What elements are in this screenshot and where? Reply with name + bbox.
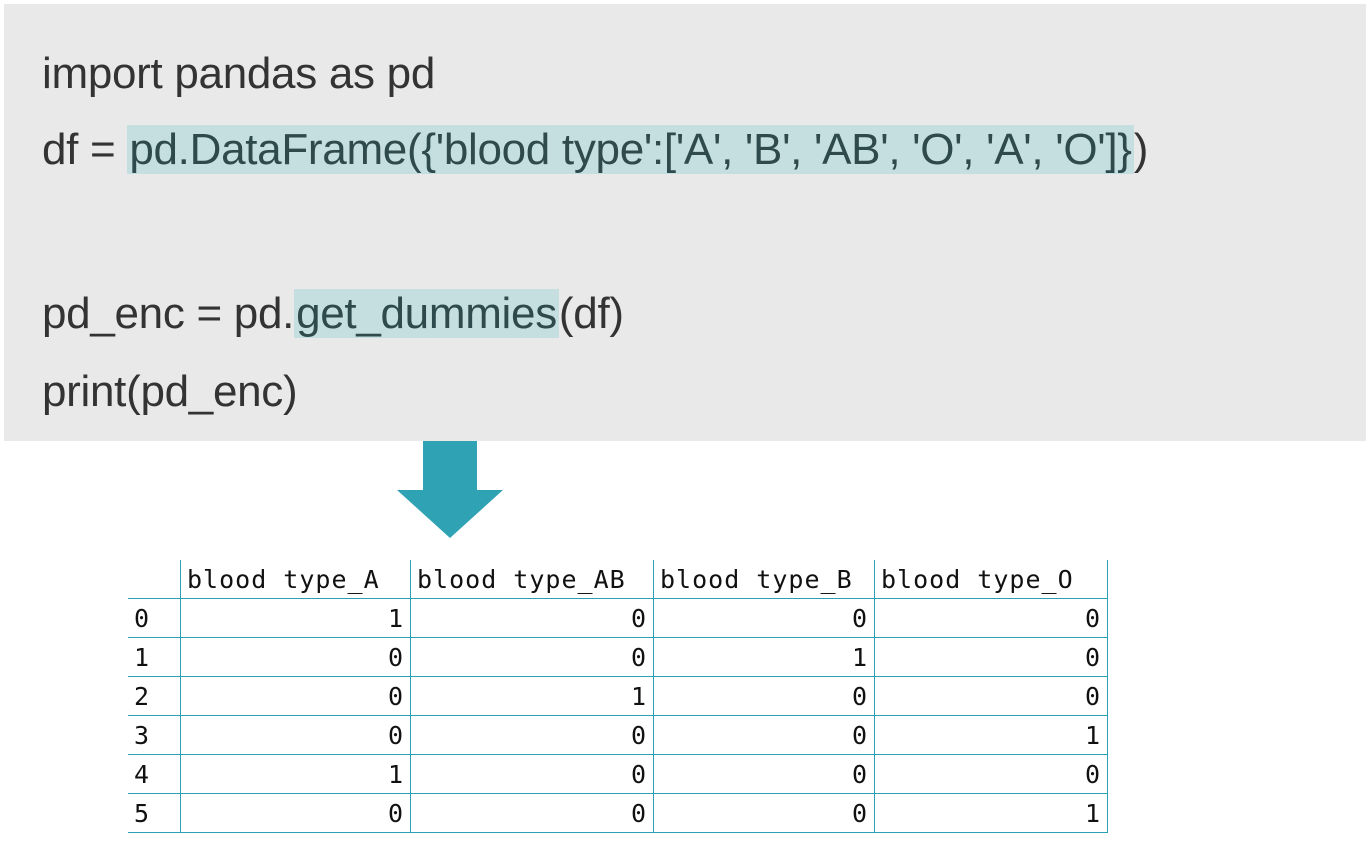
table-cell: 0 [874, 637, 1108, 677]
row-index: 2 [128, 676, 181, 716]
table-cell: 0 [653, 793, 875, 833]
code-line-print: print(pd_enc) [42, 367, 298, 416]
code-block: import pandas as pd df = pd.DataFrame({'… [4, 4, 1366, 441]
table-cell: 1 [653, 637, 875, 677]
row-index: 1 [128, 637, 181, 677]
table-cell: 0 [653, 754, 875, 794]
table-cell: 1 [874, 715, 1108, 755]
code-line-get-dummies: pd_enc = pd.get_dummies(df) [42, 280, 624, 348]
table-cell: 0 [180, 715, 411, 755]
table-cell: 0 [180, 676, 411, 716]
table-cell: 0 [653, 598, 875, 638]
code-text: pd_enc = pd. [42, 289, 295, 338]
row-index: 0 [128, 598, 181, 638]
table-cell: 0 [410, 793, 654, 833]
table-cell: 0 [874, 676, 1108, 716]
table-cell: 1 [180, 754, 411, 794]
table-cell: 0 [653, 676, 875, 716]
column-header: blood type_O [874, 560, 1108, 599]
table-cell: 0 [410, 598, 654, 638]
table-cell: 0 [653, 715, 875, 755]
code-text: (df) [558, 289, 624, 338]
table-cell: 0 [874, 754, 1108, 794]
arrow-down-icon [397, 441, 503, 538]
table-cell: 0 [180, 637, 411, 677]
code-highlight: pd.DataFrame({'blood type':['A', 'B', 'A… [127, 125, 1134, 174]
code-highlight: get_dummies [294, 289, 559, 338]
index-header [128, 560, 181, 599]
output-table: blood type_A blood type_AB blood type_B … [128, 560, 1108, 833]
table-cell: 1 [180, 598, 411, 638]
table-cell: 1 [874, 793, 1108, 833]
code-text: df = [42, 125, 128, 174]
table-cell: 0 [180, 793, 411, 833]
row-index: 3 [128, 715, 181, 755]
column-header: blood type_B [653, 560, 875, 599]
row-index: 5 [128, 793, 181, 833]
column-header: blood type_A [180, 560, 411, 599]
table-cell: 1 [410, 676, 654, 716]
table-cell: 0 [874, 598, 1108, 638]
code-line-dataframe: df = pd.DataFrame({'blood type':['A', 'B… [42, 116, 1148, 184]
row-index: 4 [128, 754, 181, 794]
table-header-row: blood type_A blood type_AB blood type_B … [128, 560, 1108, 599]
code-line-import: import pandas as pd [42, 49, 435, 98]
table-cell: 0 [410, 754, 654, 794]
table-cell: 0 [410, 637, 654, 677]
column-header: blood type_AB [410, 560, 654, 599]
code-text: ) [1133, 125, 1149, 174]
table-cell: 0 [410, 715, 654, 755]
